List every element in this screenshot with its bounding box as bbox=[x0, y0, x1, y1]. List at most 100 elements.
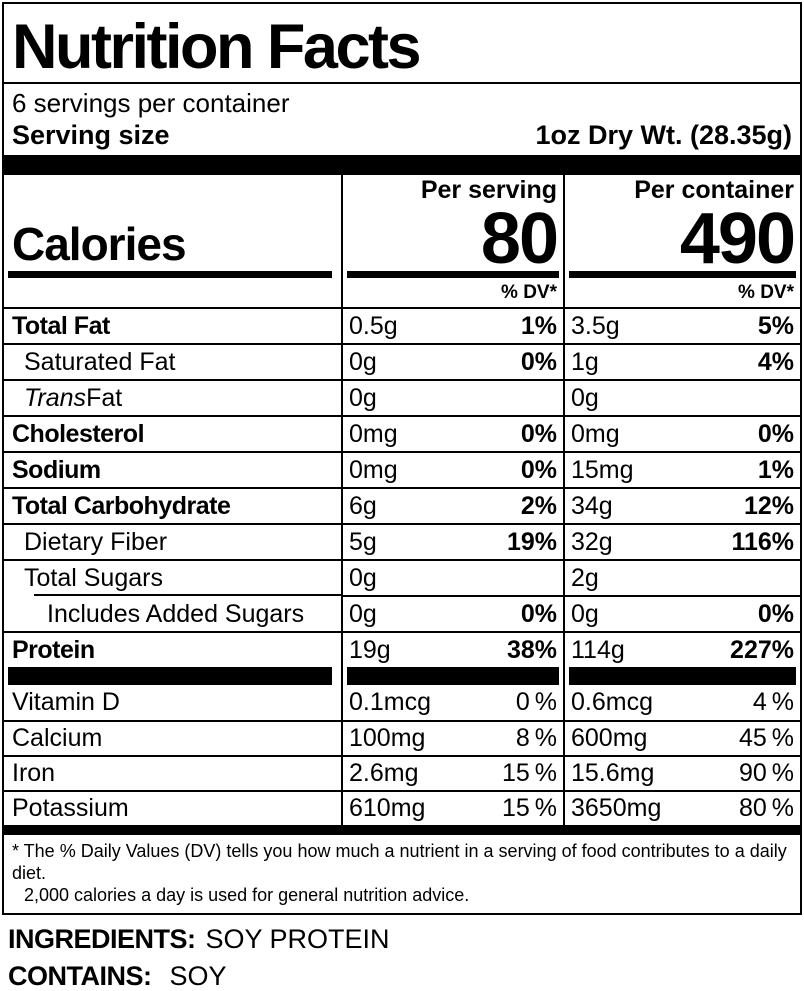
per-serving-cell: 0mg 0% bbox=[341, 451, 563, 487]
daily-value: 90 % bbox=[738, 759, 794, 787]
daily-value: 0% bbox=[520, 455, 557, 484]
amount: 0mg bbox=[349, 419, 398, 448]
servings-per-container: 6 servings per container bbox=[12, 88, 290, 118]
amount: 100mg bbox=[349, 724, 426, 752]
nutrient-name-label: Vitamin D bbox=[12, 688, 120, 716]
nutrient-name-label: Iron bbox=[12, 759, 56, 787]
column-headers-row: Per serving Per container bbox=[4, 175, 800, 205]
nutrient-name: Saturated Fat bbox=[4, 343, 341, 379]
nutrient-row-includes-added-sugars: Includes Added Sugars 0g 0% 0g 0% bbox=[4, 594, 800, 632]
nutrient-name: Sodium bbox=[4, 451, 341, 487]
per-container-cell: 0g 0% bbox=[563, 595, 800, 631]
daily-value: 45 % bbox=[738, 724, 794, 752]
per-container-header-label: Per container bbox=[634, 175, 794, 204]
indented-hairline: Includes Added Sugars bbox=[34, 594, 341, 632]
nutrient-name-label: Calcium bbox=[12, 724, 103, 752]
per-serving-cell: 0g bbox=[341, 379, 563, 415]
per-container-cell: 0mg 0% bbox=[563, 415, 800, 451]
nutrient-row-cholesterol: Cholesterol 0mg 0% 0mg 0% bbox=[4, 415, 800, 451]
per-container-column-header: Per container bbox=[563, 175, 800, 205]
dv-header-row: % DV* % DV* bbox=[4, 278, 800, 307]
nutrient-row-dietary-fiber: Dietary Fiber 5g 19% 32g 116% bbox=[4, 523, 800, 559]
nutrient-name-label: Cholesterol bbox=[12, 419, 145, 448]
nutrient-name: Total Sugars bbox=[4, 559, 341, 595]
dv-header-container: % DV* bbox=[563, 278, 800, 307]
amount: 15.6mg bbox=[571, 759, 655, 787]
vitamin-row-vitamin-d: Vitamin D 0.1mcg 0 % 0.6mcg 4 % bbox=[4, 685, 800, 720]
amount: 2.6mg bbox=[349, 759, 419, 787]
amount: 1g bbox=[571, 347, 599, 376]
daily-value: 0% bbox=[520, 419, 557, 448]
per-container-cell: 2g bbox=[563, 559, 800, 595]
amount: 114g bbox=[571, 635, 625, 664]
calories-underline-left bbox=[4, 269, 341, 278]
per-container-cell: 3.5g 5% bbox=[563, 307, 800, 343]
nutrient-row-total-sugars: Total Sugars 0g 2g bbox=[4, 559, 800, 595]
panel-title: Nutrition Facts bbox=[4, 4, 800, 84]
amount: 34g bbox=[571, 491, 613, 520]
nutrient-name-label: Total Fat bbox=[12, 311, 110, 340]
daily-value: 19% bbox=[506, 527, 557, 556]
separator-bar-bottom bbox=[4, 825, 800, 835]
daily-value: 5% bbox=[757, 311, 794, 340]
daily-value: 116% bbox=[731, 527, 794, 556]
vitamin-row-calcium: Calcium 100mg 8 % 600mg 45 % bbox=[4, 720, 800, 755]
per-serving-cell: 19g 38% bbox=[341, 631, 563, 667]
nutrient-row-total-fat: Total Fat 0.5g 1% 3.5g 5% bbox=[4, 307, 800, 343]
daily-value: 15 % bbox=[501, 794, 557, 822]
nutrient-name-label: Includes Added Sugars bbox=[47, 599, 305, 628]
daily-value: 80 % bbox=[738, 794, 794, 822]
amount: 32g bbox=[571, 527, 613, 556]
column-header-spacer bbox=[4, 175, 341, 205]
nutrient-name: Dietary Fiber bbox=[4, 523, 341, 559]
per-serving-cell: 0.1mcg 0 % bbox=[341, 685, 563, 720]
amount: 3650mg bbox=[571, 794, 662, 822]
per-container-cell: 32g 116% bbox=[563, 523, 800, 559]
daily-value: 0 % bbox=[515, 688, 557, 716]
amount: 3.5g bbox=[571, 311, 620, 340]
amount: 15mg bbox=[571, 455, 634, 484]
nutrient-row-total-carbohydrate: Total Carbohydrate 6g 2% 34g 12% bbox=[4, 487, 800, 523]
amount: 0.6mcg bbox=[571, 688, 653, 716]
amount: 0g bbox=[349, 563, 377, 592]
amount: 0g bbox=[349, 347, 377, 376]
amount: 0g bbox=[571, 599, 599, 628]
amount: 0mg bbox=[349, 455, 398, 484]
per-serving-column-header: Per serving bbox=[341, 175, 563, 205]
amount: 0mg bbox=[571, 419, 620, 448]
separator-bar-top bbox=[4, 155, 800, 175]
underline-bar bbox=[8, 271, 332, 278]
per-container-cell: 1g 4% bbox=[563, 343, 800, 379]
per-serving-cell: 2.6mg 15 % bbox=[341, 755, 563, 790]
separator-bar-segment bbox=[347, 667, 559, 685]
daily-value: 15 % bbox=[501, 759, 557, 787]
daily-value: 0% bbox=[757, 419, 794, 448]
per-container-cell: 3650mg 80 % bbox=[563, 790, 800, 825]
dv-header-spacer bbox=[4, 278, 341, 307]
daily-value: 2% bbox=[520, 491, 557, 520]
mid-bar-container bbox=[563, 667, 800, 685]
nutrient-name: Trans Fat bbox=[4, 379, 341, 415]
daily-value: 0% bbox=[520, 599, 557, 628]
daily-value: 12% bbox=[743, 491, 794, 520]
dv-header-container-label: % DV* bbox=[738, 281, 794, 303]
nutrient-name: Total Carbohydrate bbox=[4, 487, 341, 523]
amount: 19g bbox=[349, 635, 391, 664]
calories-underline-row bbox=[4, 269, 800, 278]
per-serving-cell: 0g 0% bbox=[341, 343, 563, 379]
daily-value: 227% bbox=[730, 635, 794, 664]
nutrient-name: Calcium bbox=[4, 720, 341, 755]
contains-line: CONTAINS: SOY bbox=[0, 961, 804, 991]
contains-value: SOY bbox=[169, 961, 227, 991]
nutrient-name-label: Sodium bbox=[12, 455, 101, 484]
nutrient-name: Total Fat bbox=[4, 307, 341, 343]
dv-header-serving: % DV* bbox=[341, 278, 563, 307]
nutrient-row-protein: Protein 19g 38% 114g 227% bbox=[4, 631, 800, 667]
daily-value: 0% bbox=[757, 599, 794, 628]
underline-bar bbox=[347, 271, 559, 278]
dv-header-serving-label: % DV* bbox=[501, 281, 557, 303]
nutrient-name: Vitamin D bbox=[4, 685, 341, 720]
per-serving-cell: 0g bbox=[341, 559, 563, 595]
amount: 5g bbox=[349, 527, 377, 556]
calories-per-container-value: 490 bbox=[563, 203, 800, 275]
